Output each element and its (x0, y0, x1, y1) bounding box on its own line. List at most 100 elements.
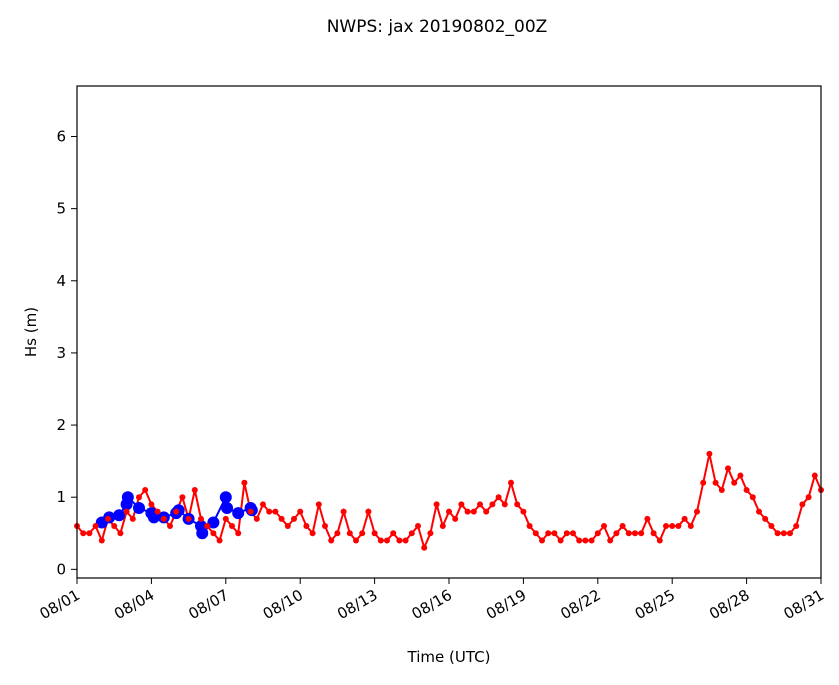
x-tick-label: 08/07 (185, 586, 231, 623)
model-point (123, 508, 130, 515)
model-point (539, 537, 545, 544)
x-tick-label: 08/01 (37, 586, 83, 623)
observed-point (113, 509, 126, 522)
model-point (508, 479, 514, 486)
model-point (514, 501, 521, 508)
model-point (328, 537, 335, 544)
y-tick-label: 5 (56, 200, 66, 218)
model-point (613, 530, 620, 537)
plot-frame (76, 85, 822, 579)
x-tick-label: 08/28 (706, 586, 752, 623)
y-axis: 0 1 2 3 4 5 6 (56, 127, 77, 578)
model-point (464, 508, 471, 515)
model-point (204, 523, 211, 530)
model-point (495, 494, 502, 501)
model-point (266, 508, 273, 515)
model-point (216, 537, 223, 544)
model-point (805, 494, 812, 501)
observed-point (133, 502, 145, 515)
observed-point (121, 491, 134, 504)
model-point (774, 530, 781, 537)
model-point (594, 530, 601, 537)
model-point (669, 523, 676, 530)
chart-title: NWPS: jax 20190802_00Z (327, 17, 548, 37)
model-point (80, 530, 87, 537)
model-point (142, 486, 149, 493)
model-point (303, 523, 310, 530)
model-point (346, 530, 353, 537)
x-tick-label: 08/04 (111, 586, 157, 623)
model-point (278, 515, 285, 522)
model-point (452, 515, 459, 522)
model-point (148, 501, 155, 508)
model-point (780, 530, 787, 537)
plot-marks (74, 450, 824, 551)
model-point (160, 515, 167, 522)
model-point (154, 508, 161, 515)
model-point (334, 530, 341, 537)
model-point (607, 537, 614, 544)
y-tick-label: 2 (56, 416, 66, 434)
model-point (427, 530, 434, 537)
model-point (235, 530, 242, 537)
model-point (700, 479, 707, 486)
model-point (377, 537, 384, 544)
model-point (136, 494, 142, 501)
model-point (92, 523, 99, 530)
model-point (681, 515, 688, 522)
model-point (129, 515, 136, 522)
model-point (650, 530, 657, 537)
model-point (247, 508, 254, 515)
model-point (762, 515, 769, 522)
x-tick-label: 08/22 (557, 586, 603, 623)
model-point (731, 479, 738, 486)
model-point (291, 515, 297, 522)
observed-point (219, 491, 232, 504)
model-point (644, 515, 651, 522)
y-tick-label: 3 (56, 344, 66, 362)
x-tick-label: 08/13 (334, 586, 380, 623)
model-point (545, 530, 552, 537)
model-point (470, 508, 477, 515)
model-point (309, 530, 316, 537)
model-point (98, 537, 105, 544)
model-point (749, 494, 756, 501)
y-tick-label: 0 (56, 560, 66, 578)
model-point (625, 530, 632, 537)
model-point (619, 523, 626, 530)
observed-point (221, 502, 234, 515)
model-point (656, 537, 663, 544)
observed-point (196, 527, 209, 540)
model-point (477, 501, 483, 508)
model-point (663, 523, 669, 530)
model-point (229, 523, 235, 530)
model-point (712, 479, 719, 486)
model-point (117, 530, 124, 537)
model-point (601, 523, 607, 530)
y-tick-label: 4 (56, 272, 66, 290)
model-point (557, 537, 564, 544)
y-axis-label: Hs (m) (22, 307, 40, 357)
model-point (297, 508, 304, 515)
model-point (706, 450, 713, 457)
observed-point (207, 516, 220, 529)
model-point (551, 530, 558, 537)
model-point (458, 501, 465, 508)
model-point (353, 537, 359, 544)
model-point (167, 523, 173, 530)
model-point (241, 479, 248, 486)
model-point (694, 508, 700, 515)
model-point (632, 530, 638, 537)
model-point (222, 515, 229, 522)
model-point (532, 530, 539, 537)
model-point (483, 508, 490, 515)
model-point (570, 530, 576, 537)
model-point (526, 523, 533, 530)
model-point (563, 530, 570, 537)
model-point (402, 537, 409, 544)
model-point (439, 523, 446, 530)
model-point (489, 501, 496, 508)
model-point (359, 530, 366, 537)
model-point (253, 515, 260, 522)
